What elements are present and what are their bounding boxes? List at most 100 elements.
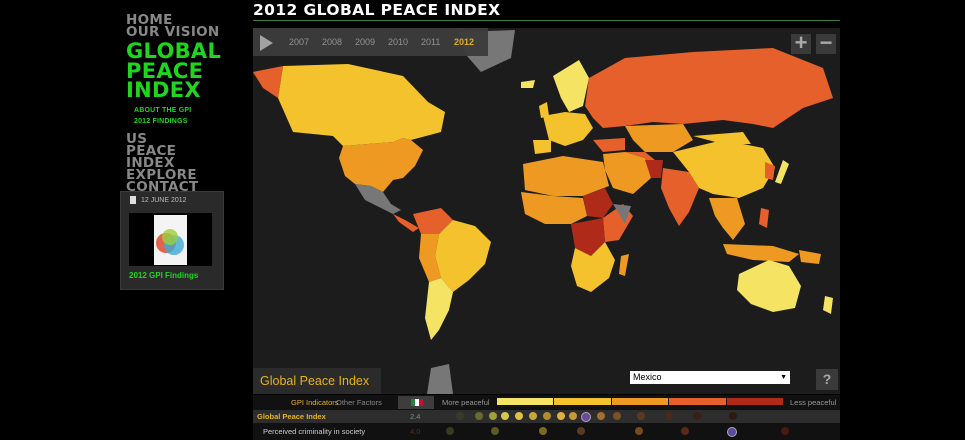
india bbox=[661, 168, 699, 226]
main-nav: HOME OUR VISION GLOBAL PEACE INDEX ABOUT… bbox=[126, 12, 236, 195]
indicator-score: 2.4 bbox=[410, 412, 421, 421]
antarctica bbox=[427, 364, 453, 394]
country-dot bbox=[665, 412, 673, 420]
se-asia bbox=[709, 198, 745, 240]
report-thumbnail[interactable] bbox=[129, 213, 212, 266]
nav-gpi[interactable]: GLOBAL PEACE INDEX bbox=[126, 39, 222, 102]
timeline-bar: 2007 2008 2009 2010 2011 2012 bbox=[253, 28, 488, 56]
nav-contact[interactable]: CONTACT bbox=[126, 178, 199, 195]
country-dot bbox=[501, 412, 509, 420]
country-dot bbox=[491, 427, 499, 435]
canada bbox=[278, 64, 445, 146]
drc bbox=[571, 218, 605, 256]
mexico bbox=[355, 184, 401, 214]
png bbox=[799, 250, 821, 264]
help-button[interactable]: ? bbox=[816, 369, 838, 390]
tab-other-factors[interactable]: Other Factors bbox=[336, 398, 382, 407]
china bbox=[673, 140, 775, 198]
korea-japan bbox=[765, 162, 775, 180]
southern-africa bbox=[571, 242, 615, 292]
year-2012[interactable]: 2012 bbox=[454, 37, 475, 47]
western-europe bbox=[543, 112, 593, 146]
peru-bolivia bbox=[419, 234, 441, 282]
page-title: 2012 GLOBAL PEACE INDEX bbox=[253, 1, 501, 19]
year-2009[interactable]: 2009 bbox=[355, 37, 376, 47]
indicator-name: Global Peace Index bbox=[257, 412, 326, 421]
west-africa bbox=[521, 192, 587, 224]
nav-us-index[interactable]: US PEACE INDEX bbox=[126, 130, 177, 171]
north-africa bbox=[523, 156, 609, 196]
scale-left-label: More peaceful bbox=[442, 398, 490, 407]
year-2011[interactable]: 2011 bbox=[421, 37, 441, 47]
year-2010[interactable]: 2010 bbox=[388, 37, 409, 47]
scandinavia bbox=[553, 60, 589, 112]
year-2008[interactable]: 2008 bbox=[322, 37, 343, 47]
country-dot bbox=[515, 412, 523, 420]
indicator-name: Perceived criminality in society bbox=[263, 427, 366, 436]
brazil bbox=[435, 220, 491, 292]
japan bbox=[775, 160, 789, 184]
new-zealand bbox=[823, 296, 833, 314]
country-dot bbox=[529, 412, 537, 420]
world-map[interactable] bbox=[253, 28, 840, 394]
country-dot bbox=[475, 412, 483, 420]
nav-vision[interactable]: OUR VISION bbox=[126, 24, 220, 40]
alaska bbox=[253, 66, 283, 98]
zoom-out-button[interactable]: − bbox=[816, 32, 836, 54]
scale-swatch bbox=[497, 398, 554, 405]
country-dot bbox=[446, 427, 454, 435]
findings-caption[interactable]: 2012 GPI Findings bbox=[129, 271, 199, 280]
colombia-venezuela bbox=[413, 208, 453, 234]
mongolia bbox=[693, 132, 751, 144]
nav-2012-findings[interactable]: 2012 FINDINGS bbox=[134, 117, 188, 125]
findings-card[interactable]: 12 JUNE 2012 2012 GPI Findings bbox=[120, 191, 224, 290]
report-cover-image bbox=[154, 215, 187, 265]
philippines bbox=[759, 208, 769, 228]
tab-gpi-indicators[interactable]: GPI Indicators bbox=[291, 398, 339, 407]
indicator-row[interactable]: Perceived criminality in society 4.0 bbox=[253, 425, 840, 438]
indicator-row[interactable]: Global Peace Index 2.4 bbox=[253, 410, 840, 423]
scale-swatch bbox=[726, 398, 784, 405]
uk bbox=[539, 102, 549, 118]
year-2007[interactable]: 2007 bbox=[289, 37, 310, 47]
central-asia bbox=[625, 124, 693, 152]
usa bbox=[339, 138, 423, 192]
sudan bbox=[583, 188, 613, 218]
country-dot bbox=[489, 412, 497, 420]
country-dot bbox=[729, 412, 737, 420]
selected-country-dot bbox=[581, 412, 591, 422]
afghanistan bbox=[645, 160, 663, 178]
indonesia bbox=[723, 244, 799, 262]
country-dot bbox=[569, 412, 577, 420]
scale-swatch bbox=[554, 398, 611, 405]
findings-date: 12 JUNE 2012 bbox=[141, 197, 187, 204]
selected-country-dot bbox=[727, 427, 737, 437]
country-dot bbox=[693, 412, 701, 420]
middle-east bbox=[603, 152, 651, 194]
nav-about-gpi[interactable]: ABOUT THE GPI bbox=[134, 106, 192, 114]
country-dot bbox=[613, 412, 621, 420]
nav-home[interactable]: HOME bbox=[126, 12, 173, 28]
country-dot bbox=[681, 427, 689, 435]
country-dot bbox=[635, 427, 643, 435]
country-dot bbox=[597, 412, 605, 420]
peace-scale bbox=[497, 398, 784, 405]
australia bbox=[737, 260, 801, 312]
country-dot bbox=[539, 427, 547, 435]
iberia bbox=[533, 140, 551, 154]
country-dot bbox=[781, 427, 789, 435]
country-select[interactable]: Mexico ▼ bbox=[630, 371, 790, 384]
scale-swatch bbox=[669, 398, 726, 405]
country-dot bbox=[577, 427, 585, 435]
country-dot bbox=[456, 412, 464, 420]
indicator-score: 4.0 bbox=[410, 427, 421, 436]
nav-explore[interactable]: EXPLORE bbox=[126, 166, 197, 183]
indicator-tabs: GPI Indicators Other Factors More peacef… bbox=[253, 395, 840, 410]
somalia bbox=[613, 204, 631, 224]
madagascar bbox=[619, 254, 629, 276]
play-icon[interactable] bbox=[260, 35, 273, 51]
scale-swatch bbox=[611, 398, 669, 405]
zoom-in-button[interactable]: + bbox=[791, 32, 811, 54]
iran bbox=[625, 152, 655, 178]
document-icon bbox=[130, 196, 136, 204]
